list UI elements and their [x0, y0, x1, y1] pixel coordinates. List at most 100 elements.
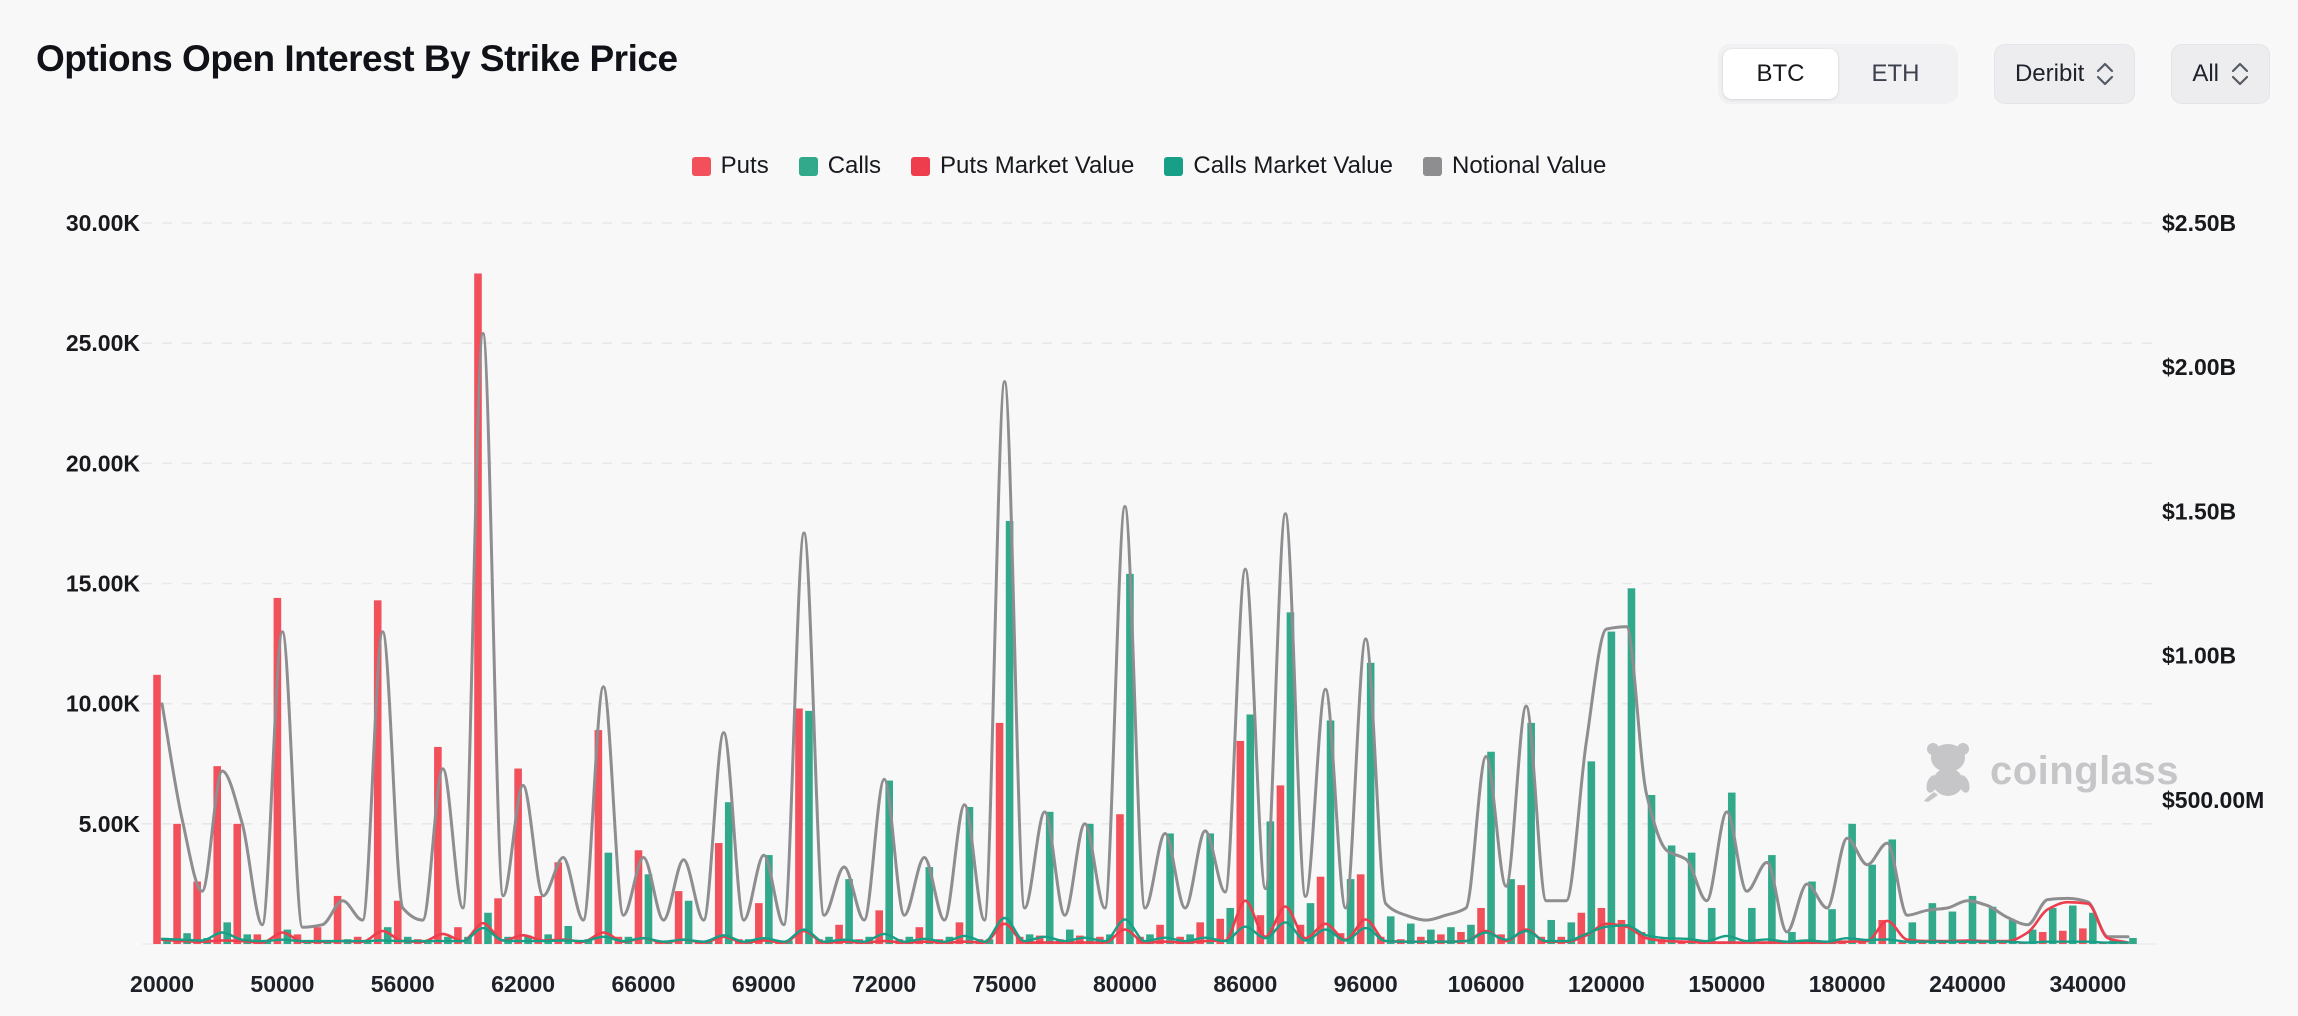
call-bar	[1487, 751, 1495, 944]
put-bar	[634, 850, 643, 944]
call-bar	[1788, 931, 1796, 944]
put-bar	[2079, 928, 2087, 944]
svg-text:96000: 96000	[1334, 971, 1398, 997]
put-bar	[273, 597, 282, 944]
notional-value-line	[160, 332, 2130, 939]
put-bar	[995, 722, 1004, 944]
chart-controls: BTC ETH Deribit All	[1717, 44, 2270, 104]
call-bar	[1467, 924, 1475, 944]
svg-text:$500.00M: $500.00M	[2162, 787, 2264, 813]
call-bar	[1286, 612, 1295, 944]
asset-toggle-eth[interactable]: ETH	[1838, 49, 1953, 99]
call-bar	[1968, 895, 1977, 944]
put-bar	[2058, 930, 2067, 944]
call-bar	[805, 710, 813, 944]
call-bar	[1848, 823, 1856, 944]
call-bar	[845, 879, 853, 944]
call-bar	[1808, 881, 1816, 944]
call-bar	[1266, 821, 1275, 944]
legend-label: Notional Value	[1452, 152, 1607, 179]
svg-text:120000: 120000	[1568, 971, 1645, 997]
call-bar	[644, 874, 653, 944]
put-bar	[554, 862, 563, 944]
call-bar	[724, 802, 733, 944]
calls-swatch-icon	[798, 156, 818, 176]
legend-item-calls-market-value[interactable]: Calls Market Value	[1164, 152, 1393, 180]
call-bar	[484, 912, 492, 944]
legend-item-puts-market-value[interactable]: Puts Market Value	[911, 152, 1134, 180]
call-bar	[1908, 922, 1917, 944]
call-bar	[1868, 864, 1876, 944]
put-bar	[1276, 785, 1285, 944]
call-bar	[2008, 919, 2017, 944]
put-bar	[1898, 941, 1907, 944]
call-bar	[383, 927, 392, 944]
svg-text:25.00K: 25.00K	[66, 330, 141, 356]
legend-item-puts[interactable]: Puts	[691, 152, 769, 180]
call-bar	[1086, 823, 1094, 944]
call-bar	[2068, 905, 2077, 944]
put-bar	[1356, 874, 1365, 944]
put-bar	[1035, 935, 1044, 944]
svg-text:$1.50B: $1.50B	[2162, 498, 2236, 524]
call-bar	[564, 925, 573, 944]
put-bar	[714, 843, 723, 944]
call-bar	[1427, 929, 1435, 944]
call-bar	[524, 935, 532, 944]
call-bar	[1507, 879, 1515, 944]
call-bar	[1406, 923, 1415, 944]
call-bar	[1326, 720, 1335, 944]
call-bar	[1065, 929, 1074, 944]
call-bar	[464, 936, 472, 944]
call-bar	[765, 855, 773, 944]
legend-item-notional-value[interactable]: Notional Value	[1423, 152, 1606, 180]
svg-text:66000: 66000	[612, 971, 676, 997]
svg-text:240000: 240000	[1929, 971, 2006, 997]
legend-label: Puts Market Value	[940, 152, 1135, 179]
svg-text:$1.00B: $1.00B	[2162, 643, 2236, 669]
legend-label: Calls	[827, 152, 882, 179]
call-bar	[2028, 929, 2037, 944]
svg-text:5.00K: 5.00K	[79, 811, 141, 837]
call-bar	[1186, 934, 1194, 944]
call-bar	[1567, 922, 1576, 944]
put-bar	[835, 924, 843, 944]
asset-toggle-btc[interactable]: BTC	[1722, 49, 1838, 99]
put-bar	[193, 881, 201, 944]
put-bar	[915, 927, 924, 944]
call-bar	[1346, 879, 1355, 944]
legend-label: Calls Market Value	[1193, 152, 1393, 179]
call-bar	[885, 780, 894, 944]
call-bar	[1366, 662, 1375, 944]
put-bar	[1376, 936, 1385, 944]
call-bar	[1647, 794, 1656, 944]
page-title: Options Open Interest By Strike Price	[36, 38, 678, 79]
put-bar	[474, 273, 482, 945]
put-bar	[534, 895, 542, 944]
call-bar	[424, 941, 432, 944]
exchange-select[interactable]: Deribit	[1993, 44, 2136, 104]
call-bar	[1928, 903, 1937, 944]
call-bar	[1246, 714, 1255, 944]
svg-text:15.00K: 15.00K	[66, 571, 141, 597]
call-bar	[1707, 907, 1716, 944]
call-bar	[1587, 761, 1596, 944]
legend-item-calls[interactable]: Calls	[798, 152, 882, 180]
put-bar	[955, 922, 964, 944]
expiry-select[interactable]: All	[2171, 44, 2270, 104]
legend-label: Puts	[720, 152, 769, 179]
call-bar	[2089, 912, 2097, 944]
chart-legend: Puts Calls Puts Market Value Calls Marke…	[0, 152, 2298, 180]
put-bar	[213, 766, 222, 944]
put-bar	[1477, 907, 1485, 944]
puts-swatch-icon	[691, 156, 711, 176]
svg-text:150000: 150000	[1688, 971, 1765, 997]
puts-market-value-swatch-icon	[911, 156, 931, 176]
put-bar	[1878, 919, 1887, 944]
call-bar	[1727, 792, 1736, 944]
call-bar	[1547, 919, 1556, 944]
put-bar	[1156, 924, 1164, 944]
put-bar	[1216, 918, 1225, 944]
put-bar	[373, 600, 382, 944]
